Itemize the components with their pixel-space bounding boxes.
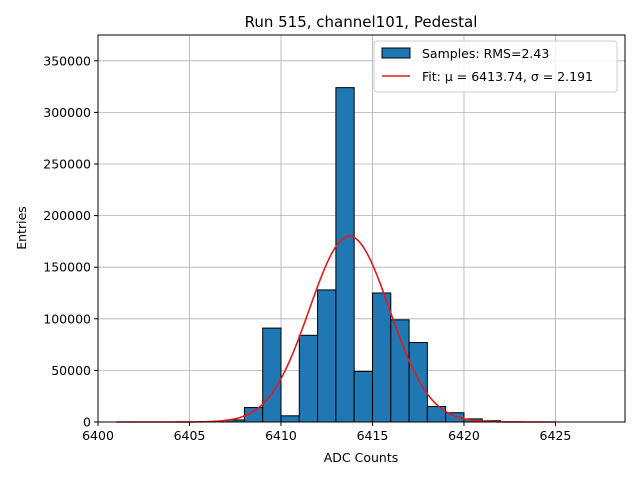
legend-label-fit: Fit: μ = 6413.74, σ = 2.191 xyxy=(422,69,593,84)
histogram-bar xyxy=(445,412,465,423)
y-tick-label: 250000 xyxy=(43,157,91,172)
y-tick-label: 200000 xyxy=(43,208,91,223)
x-tick-label: 6405 xyxy=(174,428,206,443)
histogram-bar xyxy=(371,292,392,423)
legend: Samples: RMS=2.43 Fit: μ = 6413.74, σ = … xyxy=(373,40,618,93)
y-tick-label: 50000 xyxy=(51,363,91,378)
histogram-bar xyxy=(335,87,355,423)
x-tick-label: 6400 xyxy=(82,428,114,443)
y-tick-label: 100000 xyxy=(43,311,91,326)
histogram-bar xyxy=(262,327,282,423)
y-tick-label: 350000 xyxy=(43,53,91,68)
histogram-bar xyxy=(298,334,319,423)
legend-box xyxy=(373,40,618,93)
histogram-bar xyxy=(317,289,337,423)
histogram-bar xyxy=(390,319,410,423)
plot-frame xyxy=(97,34,626,423)
histogram-bar xyxy=(280,415,300,423)
y-tick-label: 300000 xyxy=(43,105,91,120)
grid xyxy=(97,35,625,423)
legend-label-samples: Samples: RMS=2.43 xyxy=(422,46,549,61)
legend-swatch-samples xyxy=(381,47,411,59)
chart-title: Run 515, channel101, Pedestal xyxy=(245,13,478,31)
x-tick-label: 6425 xyxy=(540,428,572,443)
y-tick-label: 0 xyxy=(83,415,91,430)
x-axis-label: ADC Counts xyxy=(324,450,399,465)
x-tick-label: 6420 xyxy=(448,428,480,443)
x-tick-label: 6410 xyxy=(265,428,297,443)
y-axis-ticks: 0 50000 100000 150000 200000 250000 300000 3500… xyxy=(43,53,98,430)
histogram-bar xyxy=(408,342,428,423)
x-tick-label: 6415 xyxy=(357,428,389,443)
y-tick-label: 150000 xyxy=(43,260,91,275)
y-axis-label: Entries xyxy=(14,206,29,250)
histogram-bar xyxy=(353,370,373,423)
x-axis-ticks: 6400 6405 6410 6415 6420 6425 xyxy=(82,422,571,443)
